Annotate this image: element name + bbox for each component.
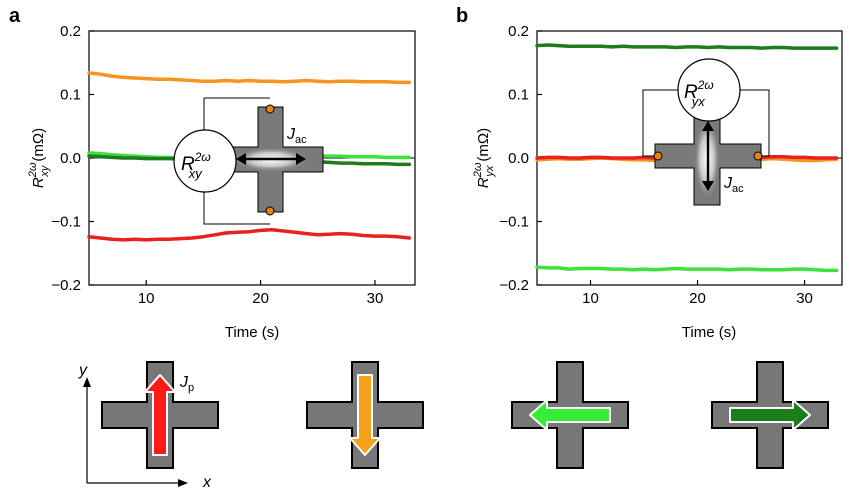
cross-4	[711, 361, 829, 469]
svg-text:R2ωxy(mΩ): R2ωxy(mΩ)	[27, 128, 51, 188]
y-tick-label: −0.2	[499, 277, 529, 294]
y-tick-label: 0.2	[60, 23, 81, 40]
cross-2	[306, 361, 424, 469]
y-tick-label: −0.2	[51, 277, 81, 294]
schematic-y-arrowhead	[83, 377, 91, 387]
schematic-y-label: y	[78, 362, 88, 379]
inset-a-arrowhead-left	[236, 153, 246, 165]
y-tick-label: 0.0	[60, 150, 81, 167]
x-axis-label-a: Time (s)	[225, 324, 279, 341]
inset-b-arrowhead-down	[702, 181, 714, 191]
tick-group-a: 10 20 30 −0.2 −0.1 0.0 0.1 0.2	[51, 23, 383, 307]
inset-b-current-label: Jac	[723, 175, 744, 195]
x-tick-label: 10	[582, 290, 599, 307]
schematic-x-label: x	[202, 474, 212, 489]
inset-a-contact-bottom	[265, 206, 275, 216]
inset-b-contact-left	[653, 151, 663, 161]
x-tick-label: 20	[252, 290, 269, 307]
series-line-1	[535, 43, 839, 50]
inset-a-contact-top	[265, 104, 275, 114]
inset-a-arrowhead-right	[296, 153, 306, 165]
y-tick-label: 0.2	[508, 23, 529, 40]
y-tick-label: −0.1	[499, 214, 529, 231]
inset-b-contact-right	[753, 151, 763, 161]
x-axis-label-b: Time (s)	[682, 324, 736, 341]
x-tick-label: 30	[796, 290, 813, 307]
svg-text:R2ωyx(mΩ): R2ωyx(mΩ)	[472, 128, 496, 188]
y-tick-label: 0.1	[508, 87, 529, 104]
inset-a-meter	[173, 129, 237, 193]
y-axis-label-a: R2ωxy(mΩ)	[27, 128, 51, 188]
pulse-arrow-down	[349, 374, 381, 456]
series-line-4	[535, 265, 839, 273]
cross-3	[511, 361, 629, 469]
panel-letter-a: a	[9, 5, 21, 27]
pulse-arrow-up	[144, 374, 176, 456]
cross-1	[101, 361, 219, 469]
schematic-pulse-label: Jp	[179, 374, 194, 394]
inset-b: R2ω yx Jac	[642, 58, 770, 206]
inset-a: R2ω xy Jac	[173, 97, 324, 225]
inset-b-meter-label: R2ω yx	[684, 78, 714, 109]
tick-group-b: 10 20 30 −0.2 −0.1 0.0 0.1 0.2	[499, 23, 813, 307]
y-axis-label-b: R2ωyx(mΩ)	[472, 128, 496, 188]
panel-letter-b: b	[456, 5, 468, 27]
panel-b: b 10 20 30 −0.2 −0.1 0.0 0.1 0.2 R2ω yx Jac Time…	[456, 5, 843, 341]
pulse-arrow-left	[529, 399, 611, 431]
bottom-schematic: y x Jp	[78, 361, 829, 489]
series-line-1	[87, 71, 412, 85]
x-tick-label: 20	[689, 290, 706, 307]
inset-a-current-label: Jac	[286, 126, 307, 146]
inset-b-wires	[642, 89, 770, 157]
schematic-x-arrowhead	[178, 479, 188, 487]
inset-b-meter	[677, 58, 741, 122]
x-tick-label: 10	[138, 290, 155, 307]
y-tick-label: −0.1	[51, 214, 81, 231]
inset-b-arrowhead-up	[702, 121, 714, 131]
y-tick-label: 0.0	[508, 150, 529, 167]
x-tick-label: 30	[367, 290, 384, 307]
series-line-4	[87, 228, 412, 242]
y-tick-label: 0.1	[60, 87, 81, 104]
inset-a-meter-label: R2ω xy	[181, 150, 211, 181]
panel-a: a 10 20 30 −0.2 −0.1 0.0 0.1 0.2 R2ω xy Jac Time…	[9, 5, 416, 341]
pulse-arrow-right	[729, 399, 811, 431]
cross-group	[101, 361, 829, 469]
